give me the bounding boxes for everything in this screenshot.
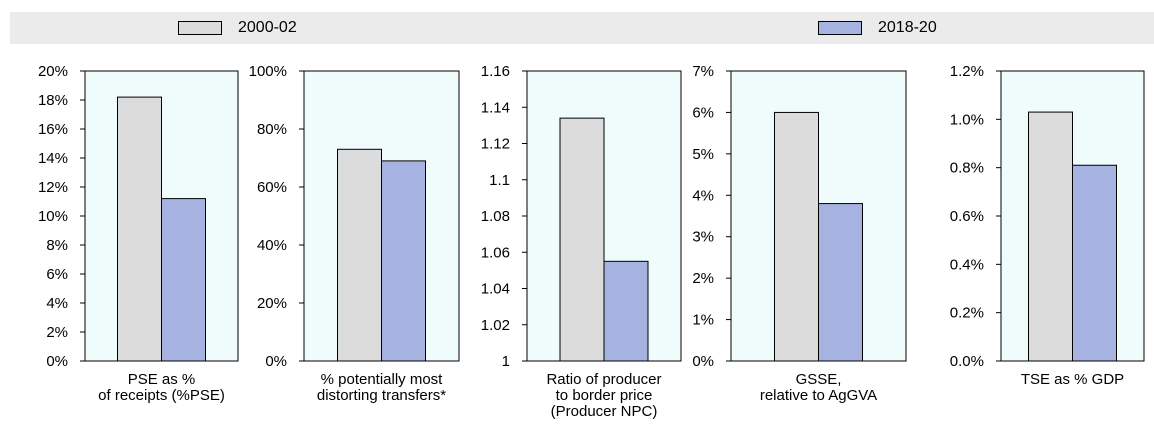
- x-category-label: to border price: [556, 387, 653, 404]
- chart-panel-2: 0% 20% 40% 60% 80% 100% % potentially mostdist…: [249, 63, 460, 404]
- y-tick-label: 40%: [257, 237, 287, 254]
- x-category-label: PSE as %: [128, 371, 196, 388]
- x-category-label: Ratio of producer: [546, 371, 661, 388]
- x-category-label: GSSE,: [796, 371, 842, 388]
- bar-2018-20: [818, 203, 863, 362]
- y-tick-label: 1.14: [481, 99, 510, 116]
- x-category-label: relative to AgGVA: [760, 387, 877, 404]
- legend-swatch-2018-20: [818, 21, 862, 35]
- y-tick-label: 1.16: [481, 63, 510, 80]
- bar-2000-02: [1028, 111, 1073, 362]
- y-tick-label: 1%: [692, 312, 714, 329]
- bar-2000-02: [774, 111, 819, 362]
- x-category-label: distorting transfers*: [317, 387, 446, 404]
- y-tick-label: 1.04: [481, 281, 510, 298]
- y-tick-label: 10%: [38, 208, 68, 225]
- y-tick-label: 14%: [38, 150, 68, 167]
- y-tick-label: 1.02: [481, 317, 510, 334]
- y-tick-label: 3%: [692, 229, 714, 246]
- y-tick-label: 0.2%: [950, 305, 984, 322]
- y-tick-label: 1.12: [481, 136, 510, 153]
- y-tick-label: 18%: [38, 92, 68, 109]
- y-tick-label: 1.08: [481, 208, 510, 225]
- bar-2000-02: [559, 117, 605, 362]
- legend-item-2000-02: 2000-02: [178, 12, 297, 44]
- x-category-label: (Producer NPC): [551, 403, 658, 420]
- y-tick-label: 100%: [249, 63, 287, 80]
- chart-panel-3: 1 1.02 1.04 1.06 1.08 1.1 1.12 1.14 1.16 Ratio of…: [481, 63, 682, 420]
- y-tick-label: 0.6%: [950, 208, 984, 225]
- y-tick-label: 7%: [692, 63, 714, 80]
- chart-panel-1: 0% 2% 4% 6% 8% 10% 12% 14% 16% 18% 20% PSE as %of r…: [38, 63, 239, 404]
- legend: 2000-02 2018-20: [10, 12, 1154, 44]
- y-tick-label: 6%: [692, 104, 714, 121]
- bar-2018-20: [603, 260, 649, 362]
- y-tick-label: 0%: [46, 353, 68, 370]
- x-category-label: of receipts (%PSE): [98, 387, 225, 404]
- bar-2000-02: [337, 148, 382, 362]
- y-tick-label: 1.06: [481, 244, 510, 261]
- y-tick-label: 1.2%: [950, 63, 984, 80]
- y-tick-label: 16%: [38, 121, 68, 138]
- y-tick-label: 2%: [46, 324, 68, 341]
- y-tick-label: 0.0%: [950, 353, 984, 370]
- y-tick-label: 0.4%: [950, 256, 984, 273]
- y-tick-label: 1.1: [489, 172, 510, 189]
- y-tick-label: 0.8%: [950, 160, 984, 177]
- y-tick-label: 12%: [38, 179, 68, 196]
- x-category-label: TSE as % GDP: [1021, 371, 1124, 388]
- bar-2000-02: [117, 96, 162, 362]
- y-tick-label: 0%: [692, 353, 714, 370]
- bar-2018-20: [381, 160, 426, 362]
- chart-panel-5: 0.0% 0.2% 0.4% 0.6% 0.8% 1.0% 1.2% TSE as % GDP: [950, 63, 1145, 388]
- y-tick-label: 4%: [692, 187, 714, 204]
- legend-swatch-2000-02: [178, 21, 222, 35]
- bar-2018-20: [1072, 164, 1117, 362]
- y-tick-label: 2%: [692, 270, 714, 287]
- legend-label: 2000-02: [238, 19, 297, 36]
- legend-item-2018-20: 2018-20: [818, 12, 937, 44]
- y-tick-label: 80%: [257, 121, 287, 138]
- y-tick-label: 1: [502, 353, 510, 370]
- chart-panel-4: 0% 1% 2% 3% 4% 5% 6% 7% GSSE,relative to AgGVA: [692, 63, 907, 404]
- y-tick-label: 1.0%: [950, 111, 984, 128]
- legend-label: 2018-20: [878, 19, 937, 36]
- y-tick-label: 60%: [257, 179, 287, 196]
- y-tick-label: 20%: [38, 63, 68, 80]
- y-tick-label: 6%: [46, 266, 68, 283]
- y-tick-label: 5%: [692, 146, 714, 163]
- y-tick-label: 0%: [265, 353, 287, 370]
- y-tick-label: 8%: [46, 237, 68, 254]
- y-tick-label: 20%: [257, 295, 287, 312]
- x-category-label: % potentially most: [321, 371, 444, 388]
- bar-2018-20: [161, 198, 206, 362]
- y-tick-label: 4%: [46, 295, 68, 312]
